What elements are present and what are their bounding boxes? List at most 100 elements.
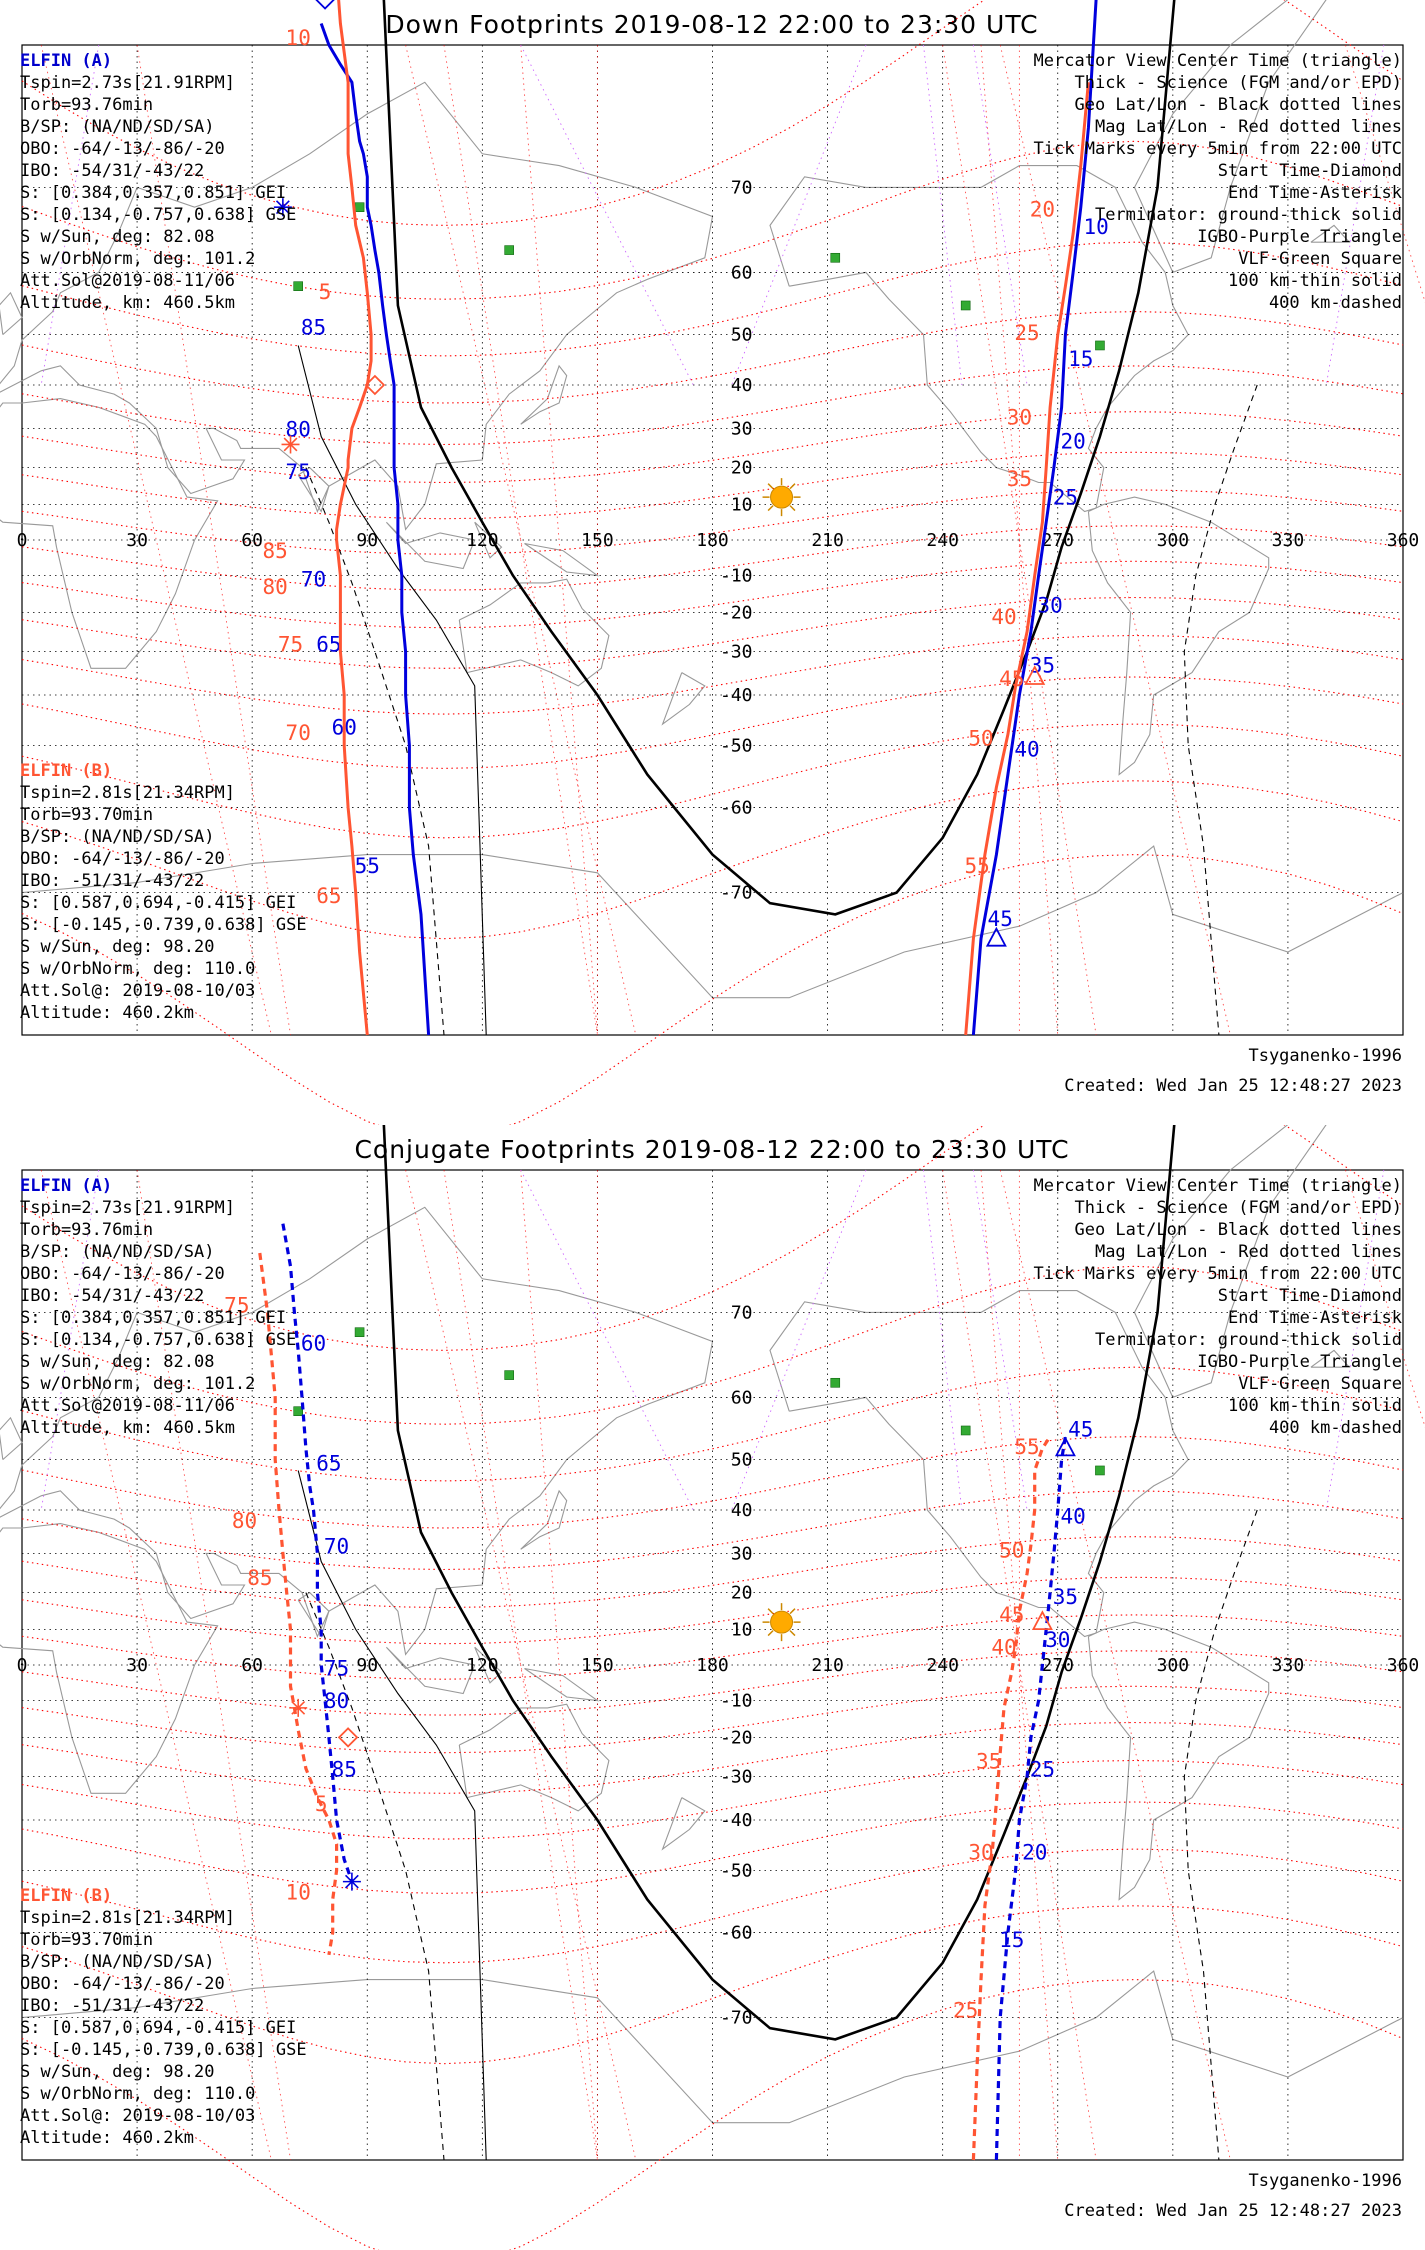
legend-line: Geo Lat/Lon - Black dotted lines — [1074, 1220, 1402, 1240]
terminator-ground — [382, 1125, 1176, 2041]
conjugate-footprints-panel: Conjugate Footprints 2019-08-12 22:00 to… — [0, 1125, 1425, 2250]
credit-text: Tsyganenko-1996 — [1248, 2171, 1402, 2191]
track-tick-label: 35 — [1007, 467, 1032, 491]
coastline — [0, 81, 714, 531]
legend-line: Terminator: ground-thick solid — [1095, 1330, 1402, 1350]
coastline — [1310, 1349, 1351, 1368]
asterisk-icon — [342, 1872, 361, 1891]
legend-line: Mercator View Center Time (triangle) — [1034, 51, 1402, 71]
legend-line: Mag Lat/Lon - Red dotted lines — [1095, 1242, 1402, 1262]
terminator-400km-east — [1183, 1509, 1258, 2161]
green-square-icon — [293, 281, 304, 291]
track-tick-label: 45 — [1068, 1418, 1093, 1442]
x-tick-label: 90 — [356, 530, 378, 551]
igbo-grid-line — [40, 1169, 100, 1511]
sun-ray — [789, 505, 796, 512]
x-tick-label: 60 — [241, 530, 263, 551]
green-square-icon — [293, 1406, 304, 1416]
y-tick-label: 10 — [731, 494, 753, 515]
elfin-info-line: Att.Sol@: 2019-08-10/03 — [20, 2106, 255, 2126]
x-tick-label: 30 — [126, 1655, 148, 1676]
elfin-label: ELFIN (B) — [20, 1886, 112, 1906]
legend-line: 400 km-dashed — [1269, 1418, 1402, 1438]
mag-latitude-line — [21, 365, 1404, 446]
track-tick-label: 10 — [1083, 215, 1108, 239]
elfin-info-line: Tspin=2.81s[21.34RPM] — [20, 1908, 235, 1928]
track-tick-label: 70 — [324, 1534, 349, 1558]
track-tick-label: 50 — [968, 726, 993, 750]
y-tick-label: -50 — [720, 735, 753, 756]
y-tick-label: 30 — [731, 418, 753, 439]
footprint-track — [281, 1223, 354, 1883]
coastline — [297, 1591, 330, 1638]
mag-meridian — [40, 44, 272, 1036]
igbo-grid-line — [1325, 44, 1385, 386]
coastline — [21, 845, 1404, 999]
track-tick-label: 70 — [286, 721, 311, 745]
asterisk-icon — [289, 1698, 308, 1717]
track-tick-label: 55 — [1014, 1435, 1039, 1459]
elfin-info-line: S: [0.134,-0.757,0.638] GSE — [20, 205, 296, 225]
triangle-icon — [985, 926, 1007, 947]
track-tick-label: 65 — [316, 633, 341, 657]
elfin-a-info: ELFIN (A)Tspin=2.73s[21.91RPM]Torb=93.76… — [20, 1176, 296, 1438]
green-square-icon — [1095, 1465, 1105, 1476]
track-tick-label: 25 — [1014, 321, 1039, 345]
elfin-info-line: IBO: -54/31/-43/22 — [20, 161, 204, 181]
y-tick-label: 20 — [731, 1583, 753, 1604]
x-tick-label: 150 — [581, 1655, 614, 1676]
elfin-info-line: B/SP: (NA/ND/SD/SA) — [20, 117, 214, 137]
track-tick-label: 85 — [263, 539, 288, 563]
mag-latitude-line — [21, 1490, 1404, 1571]
mag-latitude-line — [21, 241, 1404, 357]
x-tick-label: 0 — [17, 530, 28, 551]
igbo-grid-line — [923, 1169, 963, 1511]
track-tick-label: 20 — [1060, 429, 1085, 453]
x-tick-label: 180 — [696, 530, 729, 551]
elfin-info-line: S: [0.134,-0.757,0.638] GSE — [20, 1330, 296, 1350]
credit-text: Tsyganenko-1996 — [1248, 1046, 1402, 1066]
mag-meridian — [136, 1169, 291, 2161]
elfin-info-line: IBO: -51/31/-43/22 — [20, 1996, 204, 2016]
igbo-grid-line — [972, 44, 1028, 386]
coastline — [385, 521, 476, 570]
coastline — [0, 398, 219, 669]
track-tick-label: 85 — [301, 316, 326, 340]
elfin-info-line: Tspin=2.73s[21.91RPM] — [20, 73, 235, 93]
track-tick-label: 55 — [355, 854, 380, 878]
green-square-icon — [830, 1377, 841, 1388]
x-tick-label: 360 — [1387, 1655, 1420, 1676]
sun-disc — [770, 485, 794, 509]
x-tick-label: 300 — [1157, 530, 1190, 551]
green-square-icon — [504, 1370, 514, 1380]
elfin-label: ELFIN (B) — [20, 761, 112, 781]
asterisk-icon — [273, 198, 292, 217]
mag-meridian — [443, 1169, 598, 2161]
elfin-info-line: S: [-0.145,-0.739,0.638] GSE — [20, 915, 307, 935]
elfin-info-line: S: [0.587,0.694,-0.415] GEI — [20, 2018, 296, 2038]
track-tick-label: 5 — [319, 280, 332, 304]
elfin-label: ELFIN (A) — [20, 51, 112, 71]
y-tick-label: -70 — [720, 2008, 753, 2029]
elfin-info-line: IBO: -51/31/-43/22 — [20, 871, 204, 891]
coastline — [1310, 224, 1351, 243]
y-tick-label: -30 — [720, 642, 753, 663]
elfin-info-line: S: [0.384,0.357,0.851] GEI — [20, 1308, 286, 1328]
elfin-info-line: S w/OrbNorm, deg: 110.0 — [20, 2084, 255, 2104]
x-tick-label: 120 — [466, 530, 499, 551]
legend-line: 100 km-thin solid — [1228, 271, 1402, 291]
x-tick-label: 120 — [466, 1655, 499, 1676]
coastline — [1133, 1125, 1327, 1398]
y-tick-label: -60 — [720, 798, 753, 819]
legend-line: Mercator View Center Time (triangle) — [1034, 1176, 1402, 1196]
footprint-track — [319, 22, 431, 1036]
x-tick-label: 360 — [1387, 530, 1420, 551]
elfin-info-line: OBO: -64/-13/-86/-20 — [20, 1264, 225, 1284]
track-tick-label: 75 — [224, 1293, 249, 1317]
x-tick-label: 210 — [811, 530, 844, 551]
track-tick-label: 20 — [1022, 1841, 1047, 1865]
track-tick-label: 35 — [976, 1749, 1001, 1773]
coastline — [458, 1703, 610, 1812]
track-tick-label: 15 — [1068, 347, 1093, 371]
y-tick-label: 60 — [731, 1387, 753, 1408]
